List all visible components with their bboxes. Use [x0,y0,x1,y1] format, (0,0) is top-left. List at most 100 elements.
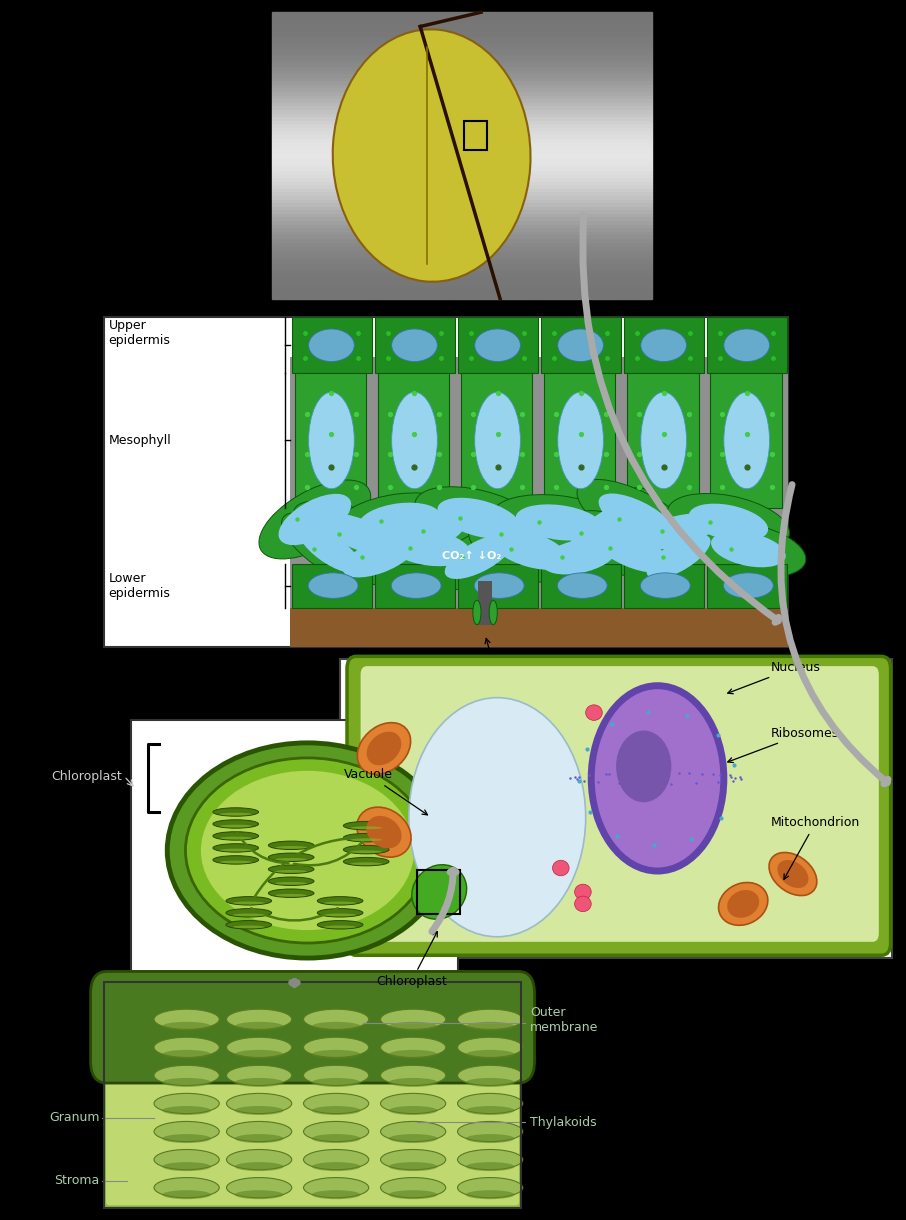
Ellipse shape [367,732,401,765]
Bar [272,264,652,267]
Bar [272,101,652,105]
Ellipse shape [162,1050,211,1059]
Ellipse shape [317,512,402,556]
Ellipse shape [711,532,786,567]
Ellipse shape [324,902,356,904]
Ellipse shape [351,826,382,830]
Bar [272,105,652,109]
Text: Vacuole: Vacuole [344,769,428,815]
Ellipse shape [466,1135,515,1143]
Bar [375,317,455,373]
Ellipse shape [226,1093,292,1114]
Bar [707,564,787,608]
Ellipse shape [343,821,389,830]
Ellipse shape [623,504,734,559]
Ellipse shape [548,488,650,577]
Ellipse shape [268,865,314,874]
Text: CO₂↑ ↓O₂: CO₂↑ ↓O₂ [442,550,501,561]
Ellipse shape [312,1135,361,1143]
Ellipse shape [309,392,354,489]
Ellipse shape [668,493,789,551]
Bar [272,249,652,253]
Ellipse shape [585,705,602,720]
Bar [272,131,652,134]
Ellipse shape [769,853,817,895]
Bar [272,192,652,195]
Ellipse shape [473,600,481,625]
Ellipse shape [724,392,769,489]
Ellipse shape [557,573,607,598]
Bar [272,59,652,62]
Bar [272,181,652,184]
Bar [544,373,615,508]
Ellipse shape [226,897,272,905]
Bar [461,373,533,508]
Ellipse shape [458,1065,523,1086]
Ellipse shape [309,329,354,361]
Ellipse shape [574,884,592,899]
Ellipse shape [343,845,389,854]
Bar [272,284,652,288]
Ellipse shape [412,865,467,919]
Ellipse shape [154,1037,219,1058]
Ellipse shape [317,921,363,928]
Bar [272,134,652,138]
Bar [272,203,652,206]
Ellipse shape [323,525,437,589]
Ellipse shape [351,850,382,853]
Ellipse shape [490,529,568,570]
Ellipse shape [275,845,307,849]
Bar [272,73,652,77]
Bar [272,260,652,264]
Ellipse shape [641,329,687,361]
Ellipse shape [480,514,558,556]
Ellipse shape [391,392,438,489]
Ellipse shape [336,493,463,549]
Ellipse shape [592,686,724,871]
Ellipse shape [389,1050,438,1059]
Ellipse shape [489,600,497,625]
Ellipse shape [333,29,531,282]
Bar [272,99,652,101]
Ellipse shape [474,573,524,598]
Ellipse shape [213,808,258,816]
Bar [541,564,622,608]
Ellipse shape [728,889,759,917]
Bar [272,30,652,34]
Bar [104,982,521,1208]
Ellipse shape [312,1022,361,1031]
Ellipse shape [168,743,448,958]
Bar [272,127,652,131]
Ellipse shape [466,1107,515,1115]
Bar [272,55,652,59]
Ellipse shape [235,1191,284,1199]
Ellipse shape [275,894,307,897]
Ellipse shape [233,902,265,904]
Ellipse shape [162,1135,211,1143]
Ellipse shape [381,1093,446,1114]
Text: Ribosomes: Ribosomes [728,727,839,762]
Bar [272,199,652,203]
Ellipse shape [268,853,314,861]
Ellipse shape [568,511,689,586]
Bar [272,12,652,16]
Ellipse shape [162,1163,211,1171]
Bar [272,288,652,292]
Bar [292,317,372,373]
Bar [104,1049,521,1208]
Ellipse shape [466,1191,515,1199]
Ellipse shape [233,926,265,928]
Bar [272,188,652,192]
Bar [464,121,487,150]
Bar [458,564,538,608]
Ellipse shape [154,1149,219,1170]
Ellipse shape [162,1022,211,1031]
Text: Granum: Granum [49,1111,100,1124]
Ellipse shape [324,926,356,928]
Ellipse shape [642,514,715,549]
Ellipse shape [565,504,632,562]
Bar [104,982,521,1049]
Ellipse shape [154,1065,219,1086]
Ellipse shape [226,909,272,917]
Ellipse shape [426,522,533,592]
